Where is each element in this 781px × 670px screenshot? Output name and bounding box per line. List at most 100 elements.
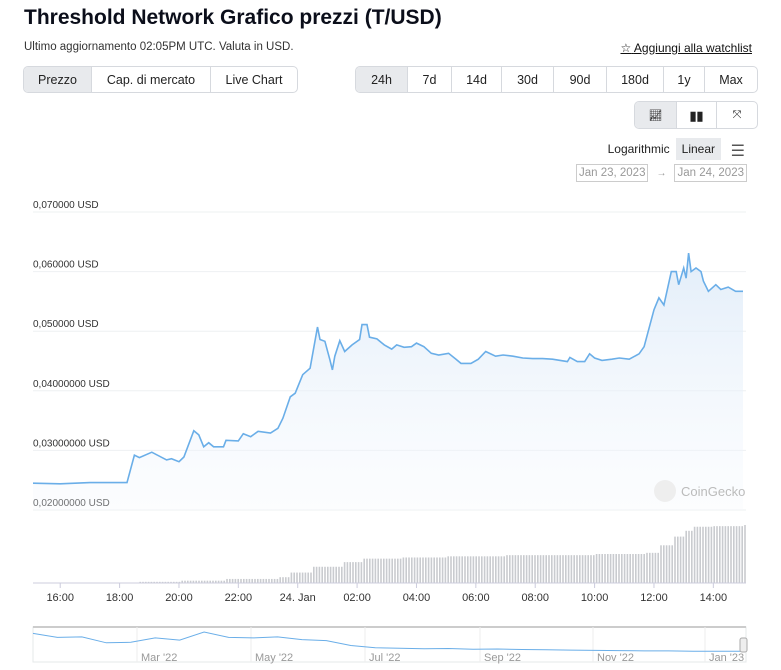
volume-bar — [562, 555, 564, 583]
volume-bar — [545, 555, 547, 583]
range-90d[interactable]: 90d — [554, 67, 607, 92]
volume-bar — [318, 566, 321, 583]
price-line — [32, 252, 743, 485]
navigator-label: Mar '22 — [141, 652, 177, 664]
volume-bar — [167, 581, 169, 583]
volume-bar — [635, 554, 637, 583]
x-tick-label: 10:00 — [581, 592, 609, 604]
volume-bar — [273, 578, 276, 583]
volume-bar — [458, 556, 461, 583]
volume-bar — [411, 557, 413, 583]
navigator[interactable] — [32, 626, 747, 663]
tab-live-chart[interactable]: Live Chart — [225, 72, 283, 87]
volume-bar — [220, 580, 223, 583]
volume-bar — [290, 572, 293, 583]
volume-bar — [579, 555, 581, 583]
volume-bar — [534, 555, 536, 583]
chart-type-tabs: Prezzo Cap. di mercato Live Chart — [23, 66, 298, 93]
range-1y[interactable]: 1y — [664, 67, 705, 92]
range-24h[interactable]: 24h — [356, 67, 408, 92]
volume-bar — [528, 555, 531, 583]
y-tick-label: 0,03000000 USD — [33, 438, 110, 449]
volume-bar — [234, 578, 237, 583]
volume-bar — [598, 554, 601, 583]
volume-bar — [733, 526, 735, 583]
volume-bar — [679, 536, 682, 583]
tab-market-cap[interactable]: Cap. di mercato — [92, 67, 211, 92]
navigator-handle[interactable] — [739, 637, 748, 653]
volume-bar — [150, 581, 153, 583]
volume-bar — [259, 578, 262, 583]
volume-bar — [380, 558, 382, 583]
volume-bar — [710, 526, 713, 583]
volume-bar — [632, 554, 634, 583]
volume-bar — [495, 556, 497, 583]
volume-bar — [643, 554, 645, 583]
range-7d[interactable]: 7d — [408, 67, 452, 92]
volume-bar — [355, 562, 357, 583]
volume-bar — [517, 555, 519, 583]
volume-bar — [321, 566, 323, 583]
volume-bar — [621, 554, 623, 583]
volume-bar — [408, 557, 410, 583]
volume-bar — [693, 526, 696, 583]
volume-bar — [489, 556, 491, 583]
range-max[interactable]: Max — [719, 72, 743, 87]
date-from-input[interactable]: Jan 23, 2023 — [575, 164, 649, 182]
volume-bar — [173, 581, 175, 583]
volume-bar — [329, 566, 332, 583]
fullscreen-icon[interactable]: ⤧ — [732, 108, 742, 121]
volume-bar — [427, 557, 430, 583]
volume-bar — [559, 555, 561, 583]
volume-bar — [469, 556, 472, 583]
range-14d[interactable]: 14d — [452, 67, 502, 92]
volume-bar — [674, 536, 676, 583]
volume-bar — [691, 530, 693, 583]
x-tick-label: 20:00 — [165, 592, 193, 604]
volume-bar — [416, 557, 419, 583]
volume-bar — [461, 556, 463, 583]
line-chart-icon[interactable]: 📈︎ — [635, 102, 677, 128]
volume-bar — [663, 545, 665, 583]
volume-bar — [626, 554, 629, 583]
volume-bar — [721, 526, 724, 583]
hamburger-menu-icon[interactable]: ☰ — [730, 143, 745, 160]
range-tabs: 24h 7d 14d 30d 90d 180d 1y Max — [355, 66, 758, 93]
volume-bar — [483, 556, 486, 583]
date-to-input[interactable]: Jan 24, 2023 — [674, 164, 747, 182]
scale-logarithmic[interactable]: Logarithmic — [607, 142, 670, 156]
volume-bar — [453, 556, 455, 583]
range-180d[interactable]: 180d — [607, 67, 664, 92]
volume-bar — [187, 580, 189, 583]
volume-bar — [478, 556, 480, 583]
volume-bar — [287, 577, 290, 583]
range-30d[interactable]: 30d — [502, 67, 554, 92]
volume-bar — [181, 580, 183, 583]
volume-bar — [419, 557, 421, 583]
volume-bar — [576, 555, 578, 583]
volume-bar — [640, 554, 643, 583]
volume-bar — [593, 555, 595, 583]
volume-bar — [716, 526, 718, 583]
scale-linear[interactable]: Linear — [675, 138, 721, 160]
volume-bar — [444, 557, 447, 583]
volume-bar — [567, 555, 570, 583]
y-tick-label: 0,060000 USD — [33, 260, 99, 271]
volume-bar — [397, 558, 399, 583]
volume-bar — [671, 545, 673, 583]
volume-bar — [514, 555, 517, 583]
volume-bar — [209, 580, 211, 583]
view-toggle: 📈︎ ▮▮ ⤧ — [634, 101, 758, 129]
volume-bar — [237, 578, 239, 583]
tab-prezzo[interactable]: Prezzo — [24, 67, 92, 92]
volume-bar — [719, 526, 721, 583]
volume-bar — [399, 558, 402, 583]
volume-bar — [570, 555, 573, 583]
volume-bar — [433, 557, 435, 583]
volume-bar — [604, 554, 606, 583]
candlestick-icon[interactable]: ▮▮ — [677, 102, 717, 128]
watchlist-link[interactable]: ☆ Aggiungi alla watchlist — [620, 41, 752, 55]
volume-bar — [369, 558, 371, 583]
volume-bar — [612, 554, 615, 583]
